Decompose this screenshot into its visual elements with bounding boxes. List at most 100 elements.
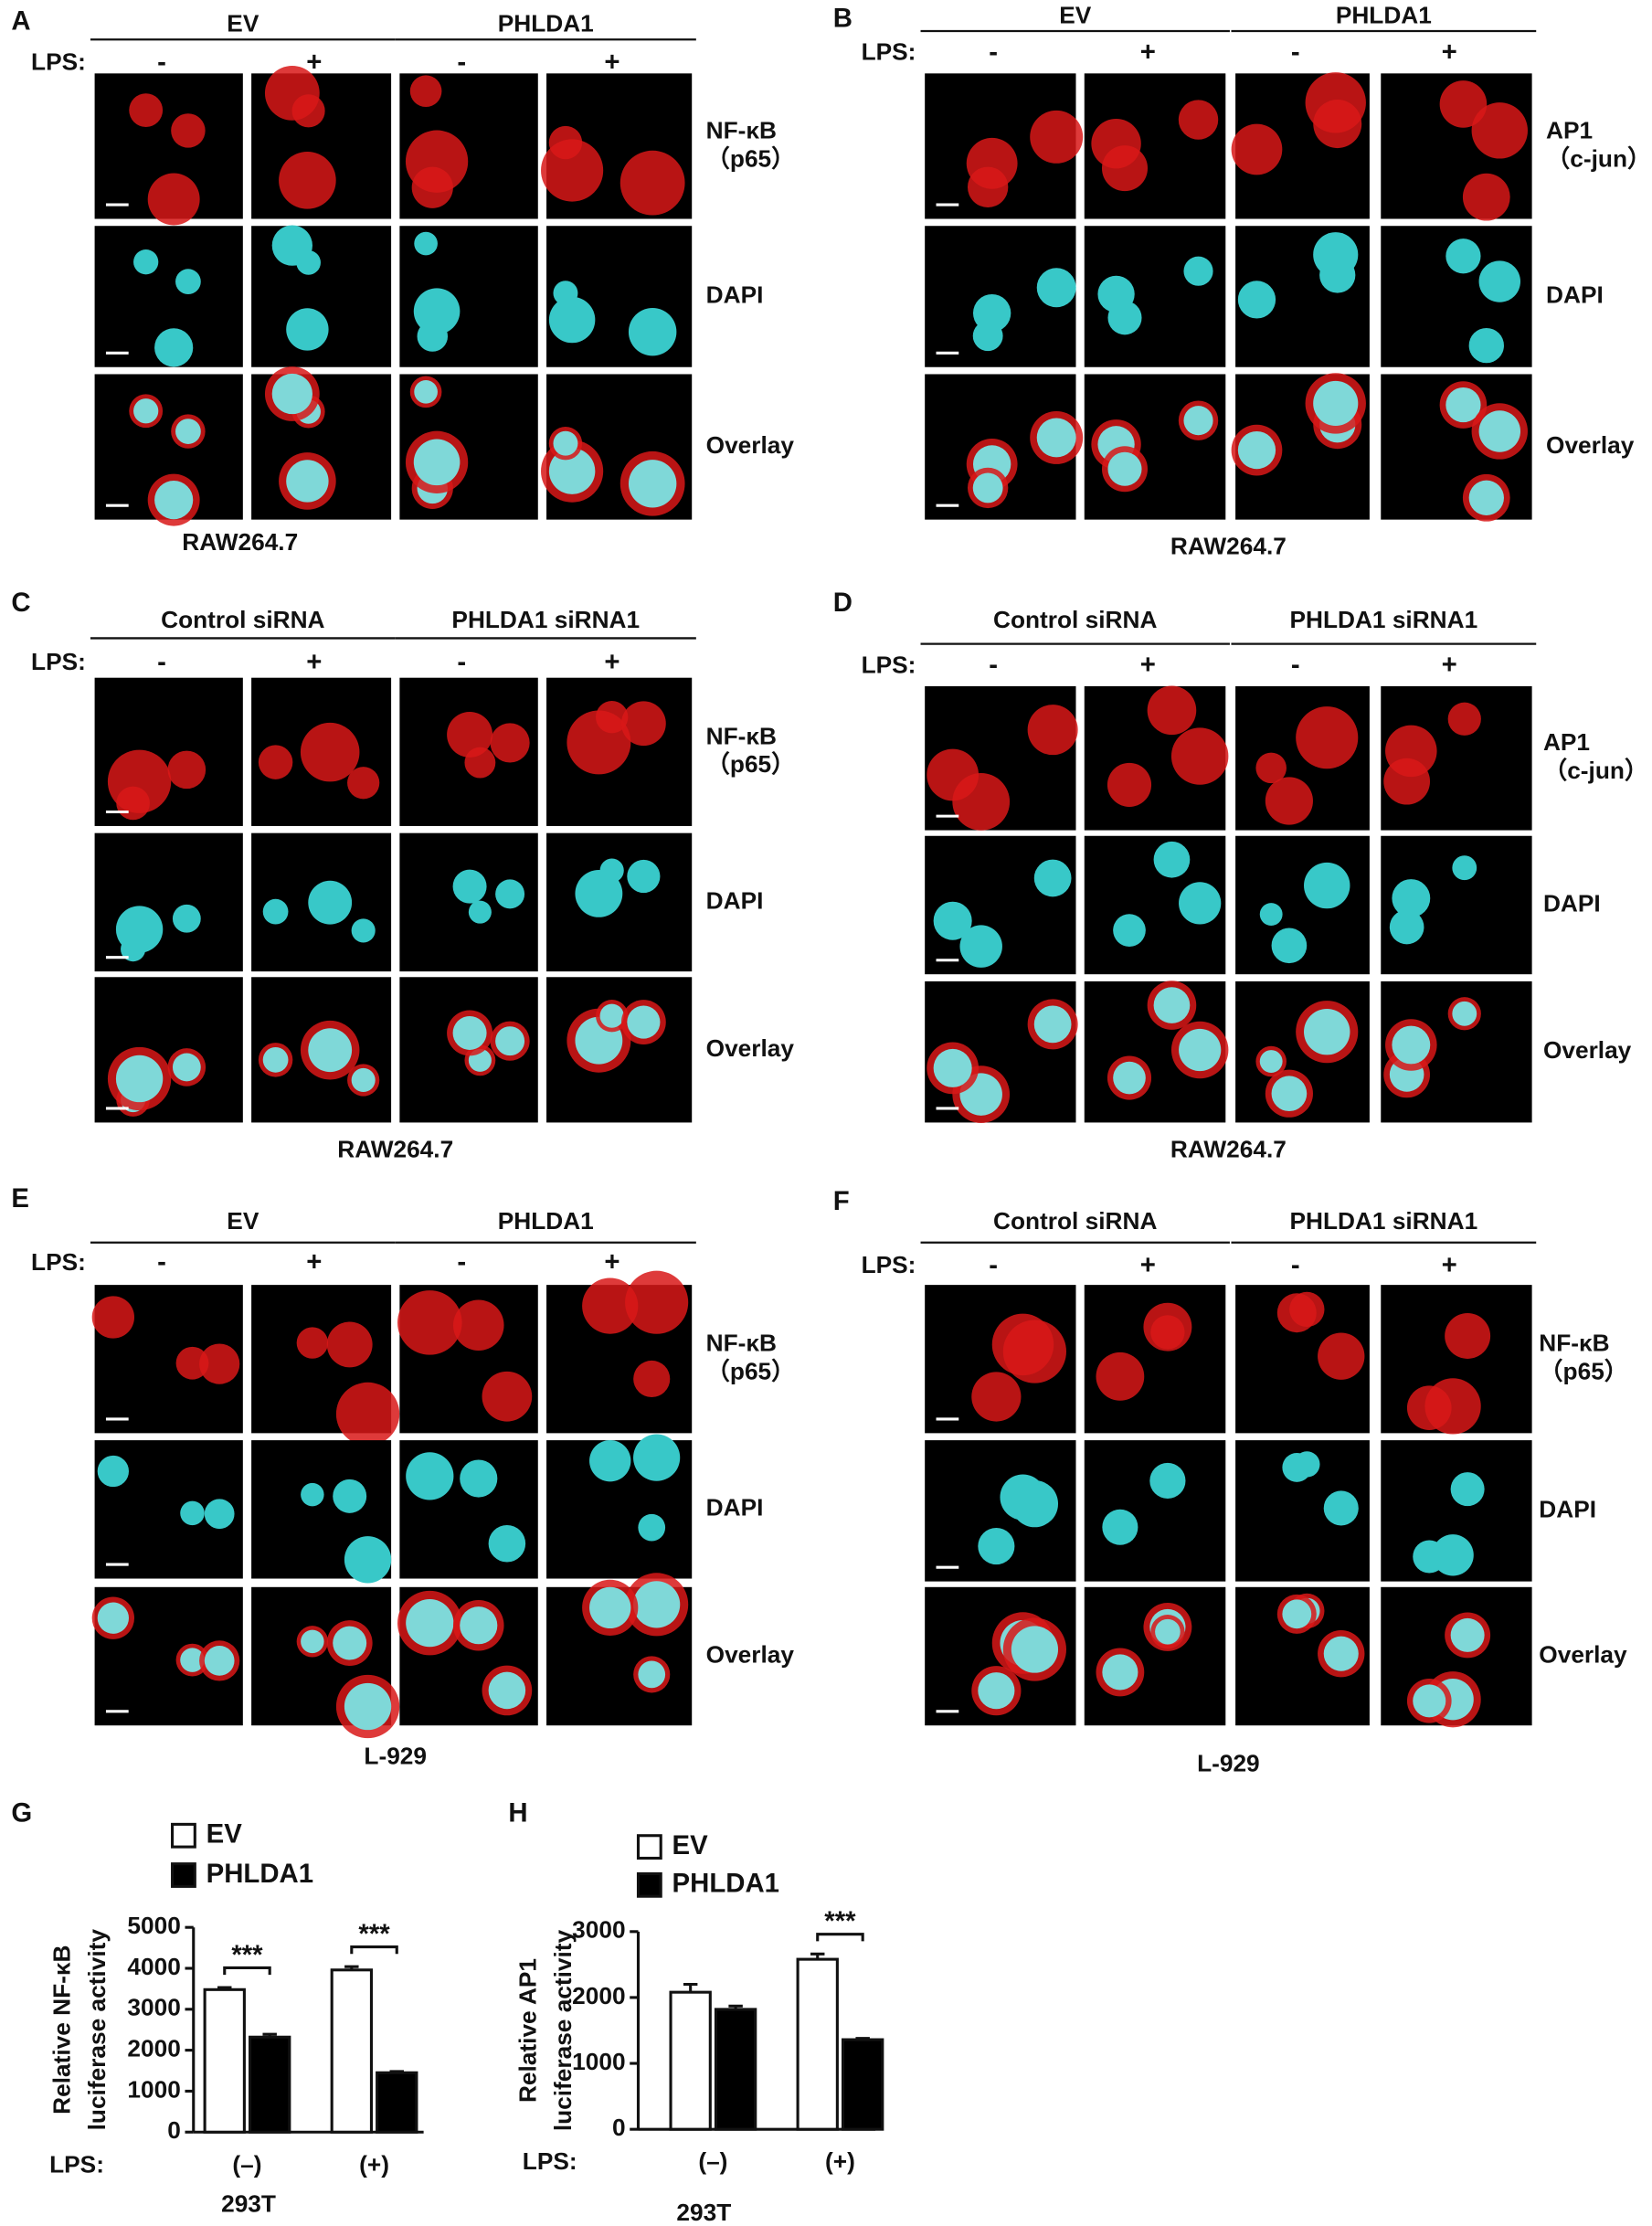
row-label: Overlay xyxy=(1539,1640,1627,1668)
cell-stain xyxy=(633,1360,671,1398)
nucleus xyxy=(1183,256,1213,286)
nucleus xyxy=(460,1459,498,1498)
y-axis-label: luciferase activity xyxy=(549,1929,577,2131)
panel-letter: B xyxy=(833,3,852,33)
x-axis-label: 293T xyxy=(676,2199,731,2226)
cell-stain xyxy=(397,1290,462,1355)
lps-sign: + xyxy=(1140,37,1156,67)
nucleus xyxy=(495,1026,525,1056)
legend-label: EV xyxy=(206,1819,243,1850)
nucleus xyxy=(133,249,159,275)
panel-letter: F xyxy=(833,1186,850,1216)
nucleus xyxy=(413,288,461,334)
row-label: NF-κB xyxy=(1539,1330,1609,1357)
cell-line: RAW264.7 xyxy=(1170,532,1287,559)
lps-sign: + xyxy=(604,647,620,677)
nucleus xyxy=(175,419,201,444)
cell-stain xyxy=(625,1270,689,1334)
cell-line: L-929 xyxy=(364,1743,427,1770)
nucleus xyxy=(351,918,376,943)
cell-line: RAW264.7 xyxy=(182,528,298,556)
cell-stain xyxy=(1101,145,1149,192)
row-label: Overlay xyxy=(1543,1036,1632,1064)
lps-sign: - xyxy=(989,1250,998,1280)
cell-stain xyxy=(595,701,629,734)
nucleus xyxy=(1478,410,1521,452)
lps-sign: + xyxy=(604,47,620,77)
cell-stain xyxy=(1439,80,1488,128)
sig-bracket xyxy=(816,1933,864,1942)
nucleus xyxy=(1036,418,1076,458)
nucleus xyxy=(1259,903,1283,926)
x-tick-label: (+) xyxy=(825,2147,855,2175)
nucleus xyxy=(628,460,677,508)
nucleus xyxy=(1452,855,1477,881)
cell-stain xyxy=(1170,727,1229,785)
nucleus xyxy=(180,1648,205,1672)
row-label: AP1 xyxy=(1543,728,1590,756)
lps-sign: + xyxy=(604,1247,620,1277)
nucleus xyxy=(978,1527,1015,1565)
row-label: DAPI xyxy=(1543,889,1601,917)
group-label: PHLDA1 siRNA1 xyxy=(1290,1207,1478,1235)
nucleus xyxy=(414,380,438,404)
nucleus xyxy=(286,308,329,351)
legend-swatch xyxy=(636,1834,662,1860)
lps-sign: + xyxy=(306,1247,322,1277)
nucleus xyxy=(262,898,289,925)
bar xyxy=(203,1988,246,2134)
cell-stain xyxy=(1231,123,1283,175)
cell-stain xyxy=(1276,1293,1317,1333)
cell-stain xyxy=(452,1299,504,1352)
error-bar xyxy=(855,2037,870,2040)
nucleus xyxy=(115,1055,164,1103)
group-label: Control siRNA xyxy=(993,1207,1157,1235)
cell-stain xyxy=(300,722,360,782)
cell-stain xyxy=(264,66,320,121)
y-axis-label: Relative NF-κB xyxy=(48,1945,76,2115)
nucleus xyxy=(1446,238,1481,274)
nucleus xyxy=(1478,260,1521,302)
nucleus xyxy=(972,472,1003,504)
nucleus xyxy=(414,231,438,256)
group-label: Control siRNA xyxy=(161,606,324,633)
cell-stain xyxy=(1027,705,1078,756)
sig-bracket xyxy=(350,1945,398,1955)
cell-stain xyxy=(490,723,530,763)
x-tick-label: (–) xyxy=(698,2147,727,2175)
sig-bracket xyxy=(223,1966,271,1976)
y-tick-label: 0 xyxy=(612,2114,626,2141)
nucleus xyxy=(1033,859,1072,897)
nucleus xyxy=(204,1499,235,1530)
row-label: Overlay xyxy=(1546,431,1635,459)
group-label: EV xyxy=(1059,1,1092,28)
bar xyxy=(841,2038,884,2131)
cell-stain xyxy=(1147,685,1197,736)
cell-stain xyxy=(620,150,685,216)
nucleus xyxy=(638,1660,666,1689)
lps-sign: + xyxy=(306,47,322,77)
row-label: （p65） xyxy=(706,144,796,172)
nucleus xyxy=(286,460,329,503)
nucleus xyxy=(333,1626,367,1660)
micrograph xyxy=(1084,1440,1226,1582)
error-bar xyxy=(262,2032,277,2038)
lps-label: LPS: xyxy=(31,48,86,75)
cell-stain xyxy=(1002,1320,1066,1383)
bar xyxy=(249,2035,291,2134)
panel-letter: C xyxy=(11,588,30,618)
panel-letter: D xyxy=(833,588,852,618)
group-label: PHLDA1 siRNA1 xyxy=(1290,606,1478,633)
lps-sign: + xyxy=(1140,650,1156,680)
nucleus xyxy=(1102,1654,1138,1691)
nucleus xyxy=(1392,1025,1431,1065)
nucleus xyxy=(1313,232,1359,278)
micrograph xyxy=(94,832,243,972)
lps-sign: + xyxy=(1442,37,1457,67)
nucleus xyxy=(1153,841,1191,878)
cell-stain xyxy=(107,749,172,813)
nucleus xyxy=(1304,1008,1350,1055)
nucleus xyxy=(175,269,201,295)
group-label: Control siRNA xyxy=(993,606,1157,633)
